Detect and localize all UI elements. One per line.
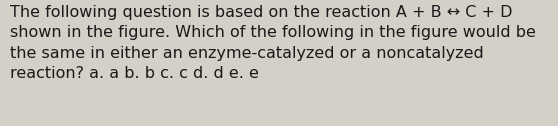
Text: The following question is based on the reaction A + B ↔ C + D
shown in the figur: The following question is based on the r…	[9, 5, 536, 81]
